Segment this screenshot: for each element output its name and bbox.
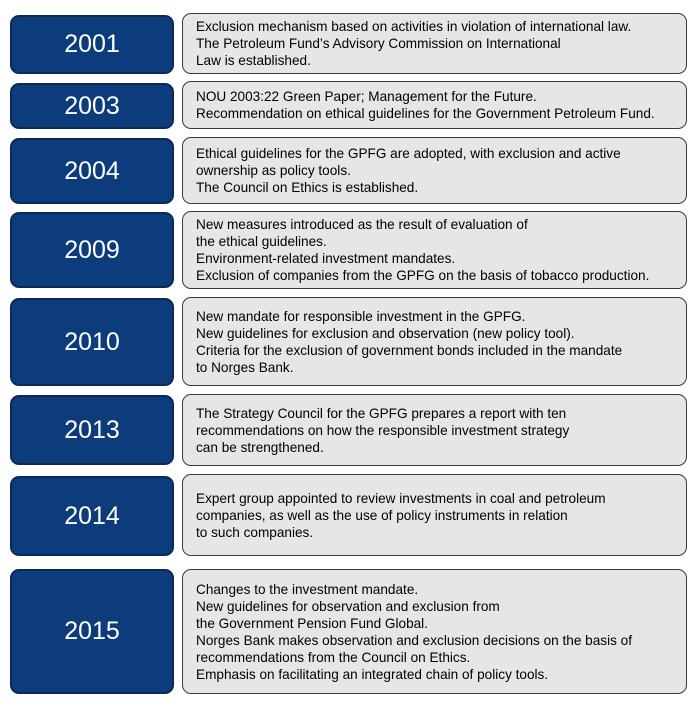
year-box: 2009	[10, 212, 174, 288]
year-label: 2015	[64, 617, 120, 645]
description-text: Ethical guidelines for the GPFG are adop…	[183, 145, 621, 196]
year-box: 2015	[10, 569, 174, 694]
description-line: Criteria for the exclusion of government…	[196, 342, 623, 358]
description-text: NOU 2003:22 Green Paper; Management for …	[183, 88, 655, 122]
description-text: New measures introduced as the result of…	[183, 216, 649, 284]
description-line: Exclusion mechanism based on activities …	[196, 19, 632, 34]
description-line: Exclusion of companies from the GPFG on …	[196, 268, 650, 283]
description-line: New guidelines for observation and exclu…	[196, 598, 500, 614]
description-line: the Government Pension Fund Global.	[196, 615, 428, 631]
year-box: 2004	[10, 138, 174, 204]
description-line: Environment-related investment mandates.	[196, 251, 456, 266]
year-label: 2001	[64, 30, 120, 58]
description-line: to Norges Bank.	[196, 359, 294, 375]
description-box: New mandate for responsible investment i…	[182, 297, 687, 386]
description-line: to such companies.	[196, 524, 314, 540]
year-label: 2013	[64, 415, 120, 444]
description-text: Changes to the investment mandate. New g…	[183, 581, 632, 683]
description-line: New mandate for responsible investment i…	[196, 308, 526, 324]
description-line: Emphasis on facilitating an integrated c…	[196, 666, 549, 682]
year-label: 2010	[64, 327, 120, 356]
description-line: the ethical guidelines.	[196, 234, 327, 249]
description-line: New guidelines for exclusion and observa…	[196, 325, 575, 341]
description-line: Recommendation on ethical guidelines for…	[196, 106, 655, 121]
description-box: Expert group appointed to review investm…	[182, 474, 687, 556]
description-line: NOU 2003:22 Green Paper; Management for …	[196, 89, 537, 104]
description-line: can be strengthened.	[196, 439, 324, 455]
description-box: NOU 2003:22 Green Paper; Management for …	[182, 81, 687, 129]
description-box: Exclusion mechanism based on activities …	[182, 13, 687, 74]
description-line: recommendations on how the responsible i…	[196, 422, 570, 438]
year-label: 2003	[64, 91, 120, 120]
year-label: 2014	[64, 501, 120, 530]
year-box: 2010	[10, 298, 174, 386]
year-box: 2003	[10, 83, 174, 129]
year-label: 2004	[64, 156, 120, 185]
description-box: Changes to the investment mandate. New g…	[182, 569, 687, 694]
description-line: Expert group appointed to review investm…	[196, 490, 606, 506]
description-line: The Petroleum Fund’s Advisory Commission…	[196, 36, 561, 51]
year-label: 2009	[64, 235, 120, 264]
description-line: recommendations from the Council on Ethi…	[196, 649, 471, 665]
description-line: companies, as well as the use of policy …	[196, 507, 568, 523]
description-line: ownership as policy tools.	[196, 163, 351, 178]
description-line: The Council on Ethics is established.	[196, 180, 419, 195]
description-box: The Strategy Council for the GPFG prepar…	[182, 394, 687, 466]
description-text: Exclusion mechanism based on activities …	[183, 18, 631, 69]
description-line: Norges Bank makes observation and exclus…	[196, 632, 633, 648]
year-box: 2013	[10, 395, 174, 465]
description-box: New measures introduced as the result of…	[182, 211, 687, 289]
description-line: The Strategy Council for the GPFG prepar…	[196, 405, 567, 421]
description-box: Ethical guidelines for the GPFG are adop…	[182, 137, 687, 204]
year-box: 2014	[10, 476, 174, 556]
description-text: The Strategy Council for the GPFG prepar…	[183, 405, 569, 456]
description-line: Law is established.	[196, 53, 311, 68]
year-box: 2001	[10, 15, 174, 74]
description-line: New measures introduced as the result of…	[196, 217, 528, 232]
description-text: Expert group appointed to review investm…	[183, 490, 606, 541]
description-line: Changes to the investment mandate.	[196, 581, 419, 597]
description-line: Ethical guidelines for the GPFG are adop…	[196, 146, 621, 161]
description-text: New mandate for responsible investment i…	[183, 308, 622, 376]
